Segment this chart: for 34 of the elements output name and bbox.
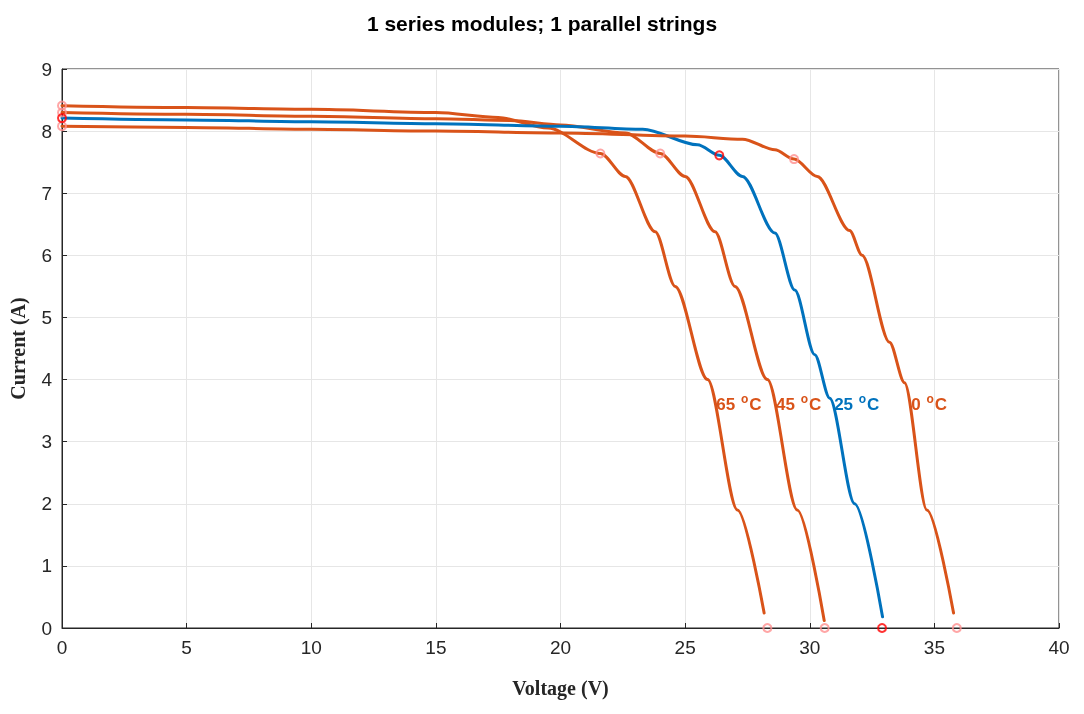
y-tick-label: 3 [41,431,52,453]
x-tick-label: 0 [56,637,68,658]
x-axis-title: Voltage (V) [512,677,609,700]
y-tick-label: 5 [41,306,52,328]
y-axis-title: Current (A) [7,297,30,400]
x-tick-label: 35 [923,637,945,658]
chart-title: 1 series modules; 1 parallel strings [366,12,718,35]
point [57,100,67,111]
y-tick-label: 0 [41,617,52,639]
point [57,107,67,118]
y-tick-label: 7 [41,182,52,204]
x-tick-label: 20 [549,637,572,658]
point [57,113,67,124]
y-tick-label: 8 [41,120,52,142]
x-tick-label: 25 [674,637,696,658]
x-tick-label: 5 [181,637,192,658]
y-tick-label: 2 [41,493,52,515]
point [789,154,800,165]
point [595,148,606,159]
y-tick-label: 1 [41,555,52,577]
point [951,623,962,633]
point [877,623,888,633]
point [762,623,773,633]
point [57,121,67,132]
x-tick-label: 30 [799,637,821,658]
point [819,623,830,633]
point [655,148,666,159]
y-tick-label: 9 [41,58,52,80]
point [714,150,725,161]
x-tick-label: 40 [1048,637,1070,658]
x-tick-label: 15 [425,637,447,658]
x-tick-label: 10 [300,637,322,658]
y-tick-label: 4 [41,369,53,391]
y-tick-label: 6 [41,244,52,266]
